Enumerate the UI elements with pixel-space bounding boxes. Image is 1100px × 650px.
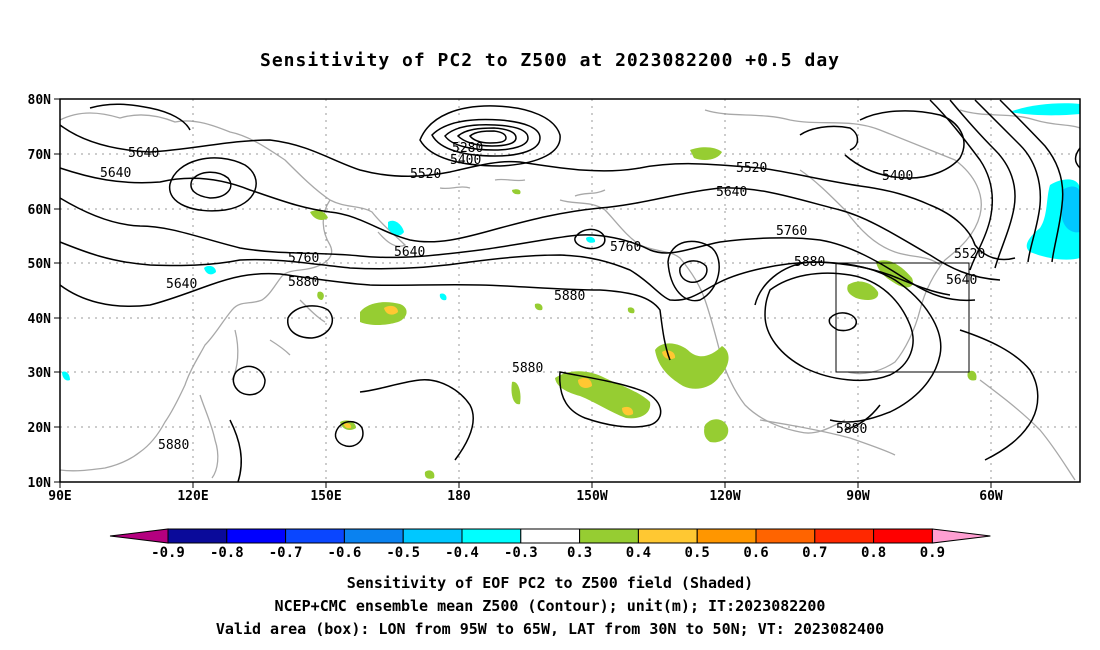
colorbar-swatch (226, 528, 287, 544)
map-title: Sensitivity of PC2 to Z500 at 2023082200… (259, 50, 840, 71)
lon-label: 150W (576, 489, 607, 504)
lat-labels: 80N 70N 60N 50N 40N 30N 20N 10N (28, 93, 52, 491)
caption-line-3: Valid area (box): LON from 95W to 65W, L… (215, 620, 885, 638)
lat-label: 20N (28, 421, 52, 436)
contour-label: 5280 (452, 141, 483, 156)
colorbar-swatch (696, 528, 757, 544)
contour-label: 5520 (410, 167, 441, 182)
colorbar-tick-label: -0.4 (445, 545, 479, 561)
lat-label: 80N (28, 93, 52, 108)
z500-contours (59, 99, 1081, 483)
colorbar-swatch (814, 528, 875, 544)
lat-label: 40N (28, 312, 52, 327)
contour-label: 5640 (128, 146, 159, 161)
contour-label: 5760 (610, 240, 641, 255)
colorbar-tick-label: 0.4 (626, 545, 651, 561)
contour-label: 5520 (736, 161, 767, 176)
colorbar-swatch (343, 528, 404, 544)
lat-label: 60N (28, 203, 52, 218)
map-panel: 5640 5640 5280 5400 5520 5520 5400 5640 … (59, 98, 1081, 483)
lon-label: 90W (846, 489, 870, 504)
colorbar-right-arrow (931, 528, 991, 544)
lon-label: 150E (310, 489, 341, 504)
contour-label: 5640 (100, 166, 131, 181)
contour-labels: 5640 5640 5280 5400 5520 5520 5400 5640 … (100, 141, 985, 453)
colorbar-tick-label: 0.7 (802, 545, 827, 561)
lat-label: 10N (28, 476, 52, 491)
contour-label: 5760 (776, 224, 807, 239)
contour-label: 5520 (954, 247, 985, 262)
colorbar-tick-label: 0.3 (567, 545, 592, 561)
colorbar-swatch (461, 528, 522, 544)
colorbar-swatch (755, 528, 816, 544)
lat-label: 70N (28, 148, 52, 163)
contour-label: 5880 (158, 438, 189, 453)
colorbar-tick-label: -0.3 (504, 545, 538, 561)
lon-label: 120E (177, 489, 208, 504)
contour-label: 5640 (394, 245, 425, 260)
contour-label: 5880 (512, 361, 543, 376)
contour-label: 5760 (288, 251, 319, 266)
lon-labels: 90E 120E 150E 180 150W 120W 90W 60W (48, 489, 1003, 504)
caption-line-1: Sensitivity of EOF PC2 to Z500 field (Sh… (346, 574, 754, 592)
lat-label: 50N (28, 257, 52, 272)
colorbar-swatch (579, 528, 639, 544)
lon-label: 60W (979, 489, 1003, 504)
colorbar-tick-label: -0.6 (328, 545, 362, 561)
contour-label: 5400 (450, 153, 481, 168)
lon-label: 120W (709, 489, 740, 504)
colorbar-swatch (873, 528, 933, 544)
contour-label: 5640 (946, 273, 977, 288)
contour-label: 5880 (836, 422, 867, 437)
contour-label: 5640 (716, 185, 747, 200)
lon-label: 90E (48, 489, 71, 504)
colorbar-swatch (285, 528, 345, 544)
colorbar-tick-label: -0.7 (269, 545, 303, 561)
lon-label: 180 (447, 489, 471, 504)
colorbar-tick-label: 0.9 (920, 545, 945, 561)
colorbar-swatch (637, 528, 698, 544)
colorbar-tick-label: 0.5 (685, 545, 710, 561)
axis-ticks (54, 98, 992, 488)
contour-label: 5880 (554, 289, 585, 304)
lat-label: 30N (28, 366, 52, 381)
colorbar: -0.9 -0.8 -0.7 -0.6 -0.5 -0.4 -0.3 0.3 0.4 0.5 0.6… (109, 528, 991, 561)
colorbar-swatch (402, 528, 463, 544)
colorbar-tick-label: -0.9 (151, 545, 185, 561)
sensitivity-shading (62, 103, 1080, 479)
colorbar-tick-label: -0.8 (210, 545, 244, 561)
valid-area-box (835, 262, 970, 373)
colorbar-swatch (167, 528, 228, 544)
colorbar-swatch (520, 528, 581, 544)
contour-label: 5640 (166, 277, 197, 292)
contour-label: 5880 (794, 255, 825, 270)
contour-label: 5400 (882, 169, 913, 184)
colorbar-tick-label: -0.5 (386, 545, 420, 561)
caption-line-2: NCEP+CMC ensemble mean Z500 (Contour); u… (274, 597, 826, 615)
colorbar-tick-label: 0.6 (743, 545, 768, 561)
contour-label: 5880 (288, 275, 319, 290)
colorbar-left-arrow (109, 528, 169, 544)
coastlines (59, 109, 1081, 481)
colorbar-tick-label: 0.8 (861, 545, 886, 561)
